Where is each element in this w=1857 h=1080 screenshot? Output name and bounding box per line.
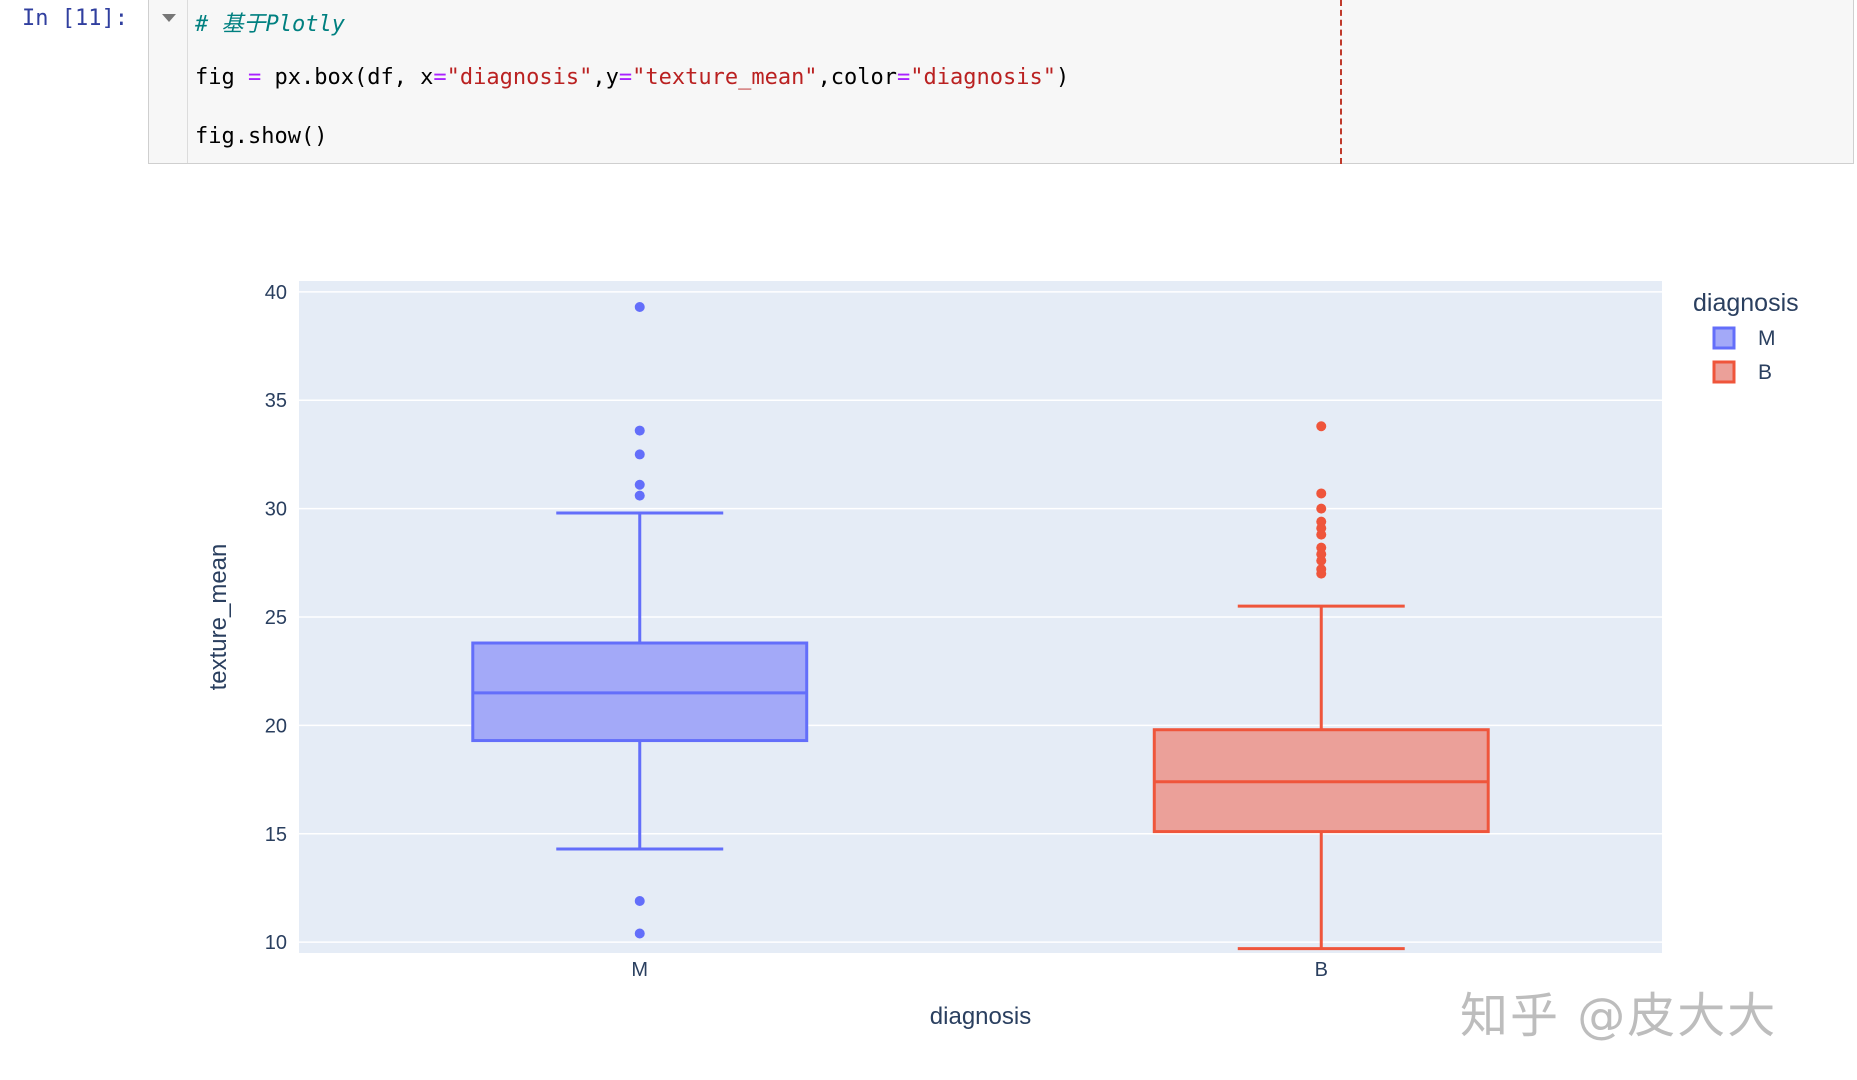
outlier-point[interactable] (634, 928, 645, 939)
code-comment: # 基于Plotly (195, 12, 345, 37)
y-tick-label: 30 (265, 499, 287, 521)
outlier-point[interactable] (634, 425, 645, 436)
collapse-gutter[interactable] (149, 0, 188, 163)
outlier-point[interactable] (1316, 421, 1327, 432)
legend-label: M (1758, 327, 1776, 350)
code-cell-editor[interactable]: # 基于Plotly fig = px.box(df, x="diagnosis… (148, 0, 1854, 164)
outlier-point[interactable] (634, 449, 645, 460)
y-tick-labels: 10 15 20 25 30 35 40 (265, 282, 287, 954)
code-token: ,y (592, 65, 619, 90)
y-tick-label: 40 (265, 282, 287, 304)
legend-swatch (1712, 360, 1736, 384)
outlier-point[interactable] (634, 895, 645, 906)
y-tick-label: 35 (265, 390, 287, 412)
code-token: fig (195, 65, 248, 90)
code-line-box: fig = px.box(df, x="diagnosis",y="textur… (195, 65, 1069, 90)
line-length-ruler (1340, 0, 1342, 164)
cell-prompt: In [11]: (22, 6, 128, 31)
y-tick-label: 10 (265, 932, 287, 954)
legend-title: diagnosis (1693, 289, 1799, 317)
code-operator: = (897, 65, 911, 90)
box-trace-M[interactable] (471, 302, 809, 939)
outlier-point[interactable] (1316, 503, 1327, 514)
y-axis-title: texture_mean (205, 544, 232, 691)
outlier-point[interactable] (1316, 529, 1327, 540)
legend[interactable]: diagnosis MB (1693, 289, 1799, 384)
y-tick-label: 25 (265, 607, 287, 629)
outlier-point[interactable] (1316, 568, 1327, 579)
code-line-show: fig.show() (195, 124, 328, 149)
box-traces[interactable] (471, 302, 1490, 951)
code-operator: = (247, 65, 262, 90)
outlier-point[interactable] (634, 490, 645, 501)
code-operator: = (433, 65, 447, 90)
code-string: "diagnosis" (910, 65, 1056, 90)
box-trace-B[interactable] (1152, 421, 1490, 951)
y-tick-label: 20 (265, 715, 287, 737)
legend-swatch (1712, 326, 1736, 350)
gridlines (299, 291, 1662, 943)
collapse-arrow-icon[interactable] (162, 14, 176, 22)
x-tick-label: B (1315, 959, 1328, 981)
code-token: ,color (817, 65, 898, 90)
outlier-point[interactable] (1316, 488, 1327, 499)
legend-item-B[interactable]: B (1712, 360, 1772, 384)
outlier-point[interactable] (1316, 555, 1327, 566)
code-string: "diagnosis" (446, 65, 593, 90)
x-axis-title: diagnosis (930, 1003, 1031, 1030)
code-token: px.box(df, x (261, 65, 434, 90)
x-tick-label: M (631, 959, 648, 981)
code-string: "texture_mean" (632, 65, 818, 90)
watermark: 知乎 @皮大大 (1460, 988, 1778, 1044)
code-operator: = (618, 65, 633, 90)
legend-item-M[interactable]: M (1712, 326, 1776, 350)
code-token: ) (1056, 65, 1070, 90)
y-tick-label: 15 (265, 824, 287, 846)
outlier-point[interactable] (634, 479, 645, 490)
legend-label: B (1758, 361, 1772, 384)
outlier-point[interactable] (634, 302, 645, 313)
